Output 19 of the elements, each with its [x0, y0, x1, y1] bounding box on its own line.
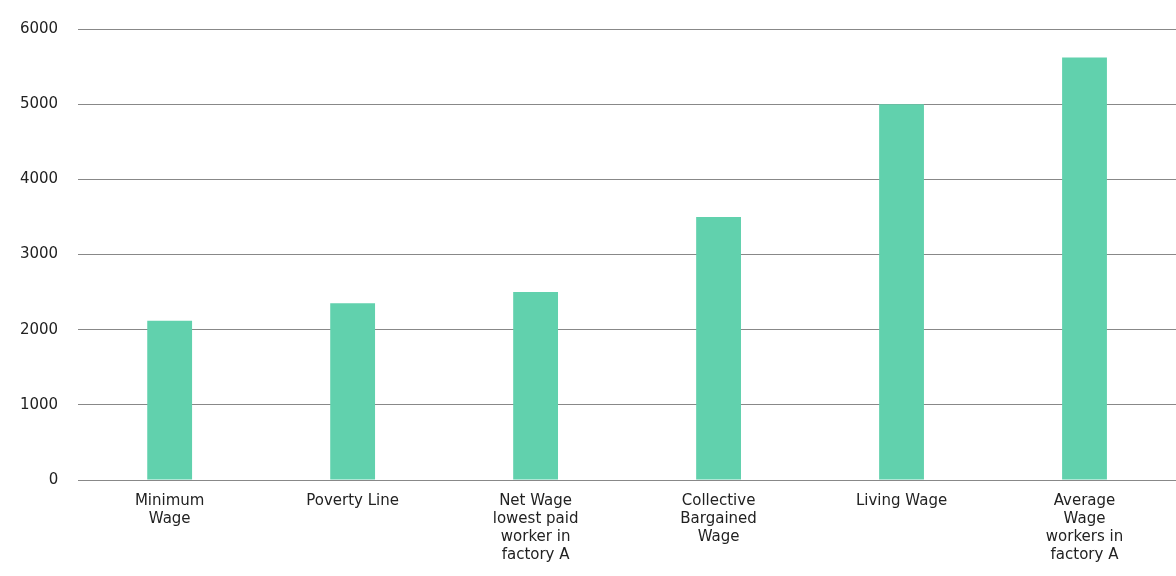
y-tick-label: 4000	[19, 169, 59, 188]
x-tick-label: Living Wage	[855, 490, 948, 509]
y-tick-label: 0	[48, 469, 59, 488]
x-tick-label: Net Wage lowest paid worker in factory A	[492, 490, 579, 563]
bar	[696, 216, 741, 480]
bar	[330, 303, 376, 480]
x-tick-label: Average Wage workers in factory A	[1045, 490, 1124, 563]
y-tick-label: 1000	[19, 394, 59, 413]
bar	[879, 104, 924, 480]
bar	[513, 292, 559, 480]
y-tick-label: 2000	[19, 319, 59, 338]
x-tick-label: Minimum Wage	[134, 490, 205, 527]
bar	[147, 320, 193, 480]
y-tick-label: 5000	[19, 94, 59, 113]
x-tick-label: Collective Bargained Wage	[680, 490, 757, 545]
x-tick-label: Poverty Line	[306, 490, 400, 509]
y-tick-label: 3000	[19, 244, 59, 263]
bar	[1062, 57, 1107, 480]
y-tick-label: 6000	[19, 18, 59, 37]
